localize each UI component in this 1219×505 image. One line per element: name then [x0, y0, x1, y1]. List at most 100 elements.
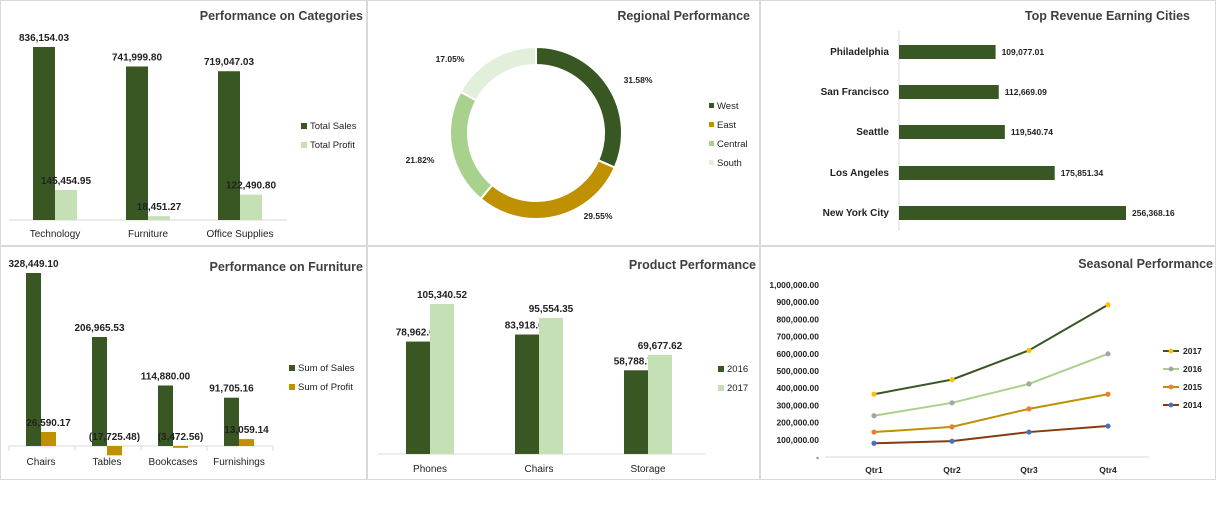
legend-label: 2016	[727, 364, 748, 375]
bar-total-sales-office-supplies	[218, 71, 240, 220]
x-tick-label: Qtr2	[943, 465, 961, 475]
point-2015-qtr1	[871, 429, 877, 435]
bar-sum-of-sales-bookcases	[158, 385, 173, 446]
data-label: 31.58%	[624, 75, 653, 85]
legend-swatch-sum-of-profit	[289, 384, 295, 390]
data-label: (3,472.56)	[158, 432, 204, 443]
legend-marker-2016	[1168, 366, 1174, 372]
series-line-2015	[873, 393, 1109, 434]
data-label: 256,368.16	[1132, 208, 1175, 218]
point-2017-qtr4	[1105, 302, 1111, 308]
panel-seasonal: Seasonal Performance - 100,000.00 200,000.…	[760, 246, 1216, 480]
bar-total-sales-furniture	[126, 66, 148, 221]
data-label: 69,677.62	[638, 341, 683, 352]
category-label: Storage	[630, 464, 665, 475]
panel-cities: Top Revenue Earning Cities Philadelphia 1…	[760, 0, 1216, 246]
data-label: 328,449.10	[8, 259, 58, 270]
bar-2017-chairs	[539, 317, 563, 454]
legend-label: Sum of Profit	[298, 382, 353, 393]
category-label: Chairs	[27, 457, 56, 468]
series-line-2014	[873, 425, 1109, 445]
data-label: 145,454.95	[41, 176, 91, 187]
bar-2016-chairs	[515, 334, 539, 454]
bar-sum-of-profit-furnishings	[239, 439, 254, 446]
series-line-2016	[873, 352, 1109, 417]
legend-label: South	[717, 158, 742, 169]
category-label: Bookcases	[149, 457, 198, 468]
category-label: Seattle	[856, 127, 889, 138]
data-label: 18,451.27	[137, 202, 182, 213]
bar-total-profit-technology	[55, 189, 77, 220]
bar-philadelphia	[899, 45, 996, 59]
data-label: (17,725.48)	[89, 432, 140, 443]
data-label: 719,047.03	[204, 57, 254, 68]
y-tick-label: 600,000.00	[776, 349, 819, 359]
point-2017-qtr2	[949, 377, 955, 383]
panel-product: Product Performance 78,962.03 105,340.52 P…	[367, 246, 760, 480]
category-label: Furniture	[128, 229, 168, 240]
y-tick-label: 500,000.00	[776, 366, 819, 376]
point-2015-qtr2	[949, 424, 955, 430]
legend-marker-2015	[1168, 384, 1174, 390]
chart-title: Product Performance	[629, 258, 756, 272]
legend-label: 2017	[727, 383, 748, 394]
legend-label: 2015	[1183, 382, 1202, 392]
data-label: 105,340.52	[417, 290, 467, 301]
legend-swatch-2017	[718, 385, 724, 391]
data-label: 91,705.16	[209, 384, 254, 395]
data-label: 114,880.00	[141, 371, 191, 382]
series-line-2017	[873, 303, 1109, 396]
slice-central	[449, 90, 494, 201]
point-2016-qtr1	[871, 413, 877, 419]
furniture-chart: Performance on Furniture 328,449.10 26,59…	[8, 259, 363, 468]
data-label: 741,999.80	[112, 52, 162, 63]
chart-title: Regional Performance	[617, 9, 750, 23]
category-label: New York City	[823, 208, 890, 219]
bar-sum-of-sales-furnishings	[224, 397, 239, 446]
point-2014-qtr2	[949, 438, 955, 444]
legend-label: 2017	[1183, 346, 1202, 356]
legend-swatch-east	[709, 122, 714, 127]
data-label: 13,059.14	[224, 425, 269, 436]
bar-los-angeles	[899, 166, 1055, 180]
bar-2016-storage	[624, 370, 648, 454]
panel-regional: Regional Performance 31.58% West 29.55% Eas…	[367, 0, 760, 246]
legend-label: West	[717, 101, 739, 112]
category-label: Philadelphia	[830, 47, 889, 58]
data-label: 836,154.03	[19, 33, 69, 44]
chart-title: Top Revenue Earning Cities	[1025, 9, 1190, 23]
y-tick-label: 1,000,000.00	[769, 280, 819, 290]
panel-furniture: Performance on Furniture 328,449.10 26,59…	[0, 246, 367, 480]
categories-chart: Performance on Categories 836,154.03 145,…	[9, 9, 363, 240]
bar-sum-of-profit-chairs	[41, 431, 56, 446]
legend-label: 2016	[1183, 364, 1202, 374]
bar-sum-of-profit-bookcases	[173, 446, 188, 448]
point-2016-qtr2	[949, 400, 955, 406]
legend-marker-2017	[1168, 348, 1174, 354]
legend-swatch-total-sales	[301, 123, 307, 129]
category-label: Technology	[30, 229, 81, 240]
category-label: Los Angeles	[830, 168, 890, 179]
y-tick-label: 300,000.00	[776, 400, 819, 410]
legend-label: Total Profit	[310, 140, 355, 151]
category-label: Chairs	[525, 464, 554, 475]
point-2015-qtr3	[1026, 406, 1032, 412]
data-label: 175,851.34	[1061, 168, 1104, 178]
x-tick-label: Qtr4	[1099, 465, 1117, 475]
y-tick-label: 100,000.00	[776, 435, 819, 445]
bar-sum-of-sales-chairs	[26, 273, 41, 446]
category-label: San Francisco	[821, 87, 889, 98]
point-2017-qtr3	[1026, 347, 1032, 353]
slice-west	[535, 45, 623, 169]
bar-total-sales-technology	[33, 47, 55, 220]
bar-total-profit-office-supplies	[240, 194, 262, 220]
data-label: 83,918.65	[505, 321, 550, 332]
bar-sum-of-profit-tables	[107, 446, 122, 456]
slice-south	[459, 45, 537, 102]
data-label: 122,490.80	[226, 181, 276, 192]
point-2015-qtr4	[1105, 391, 1111, 397]
legend-label: 2014	[1183, 400, 1202, 410]
bar-2016-phones	[406, 341, 430, 454]
chart-title: Performance on Categories	[200, 9, 363, 23]
data-label: 17.05%	[436, 54, 465, 64]
